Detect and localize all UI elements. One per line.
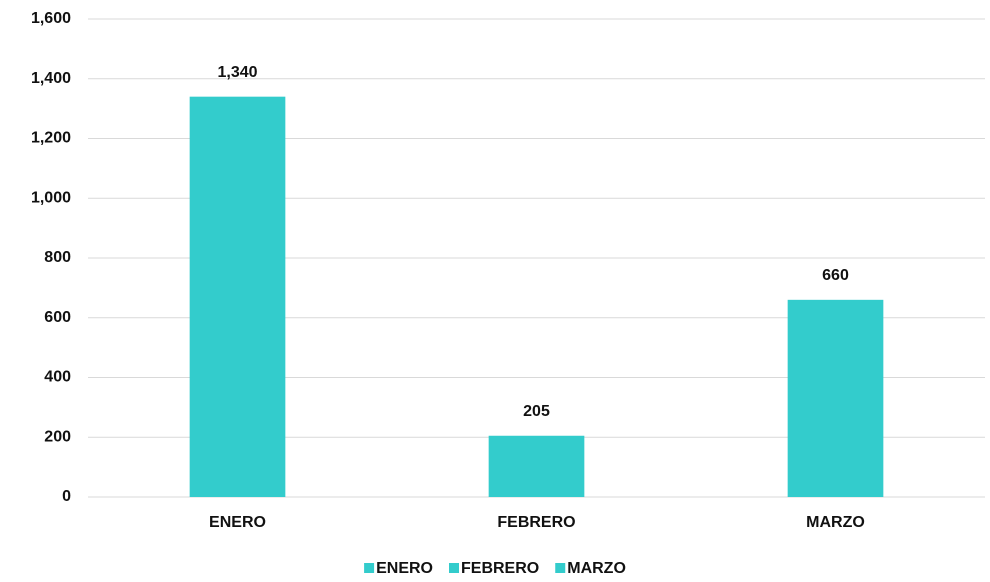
y-tick-label: 0 [62, 488, 71, 505]
data-label: 1,340 [217, 64, 257, 81]
y-tick-label: 200 [44, 428, 71, 445]
data-label: 660 [822, 267, 849, 284]
data-label: 205 [523, 403, 550, 420]
legend-swatch [364, 563, 375, 573]
legend-label: FEBRERO [461, 560, 539, 577]
x-tick-label: MARZO [806, 514, 865, 531]
y-tick-label: 1,000 [31, 189, 71, 206]
legend-swatch [555, 563, 566, 573]
y-tick-label: 1,200 [31, 130, 71, 147]
legend-swatch [449, 563, 460, 573]
y-tick-label: 800 [44, 249, 71, 266]
y-tick-label: 1,400 [31, 70, 71, 87]
legend-label: ENERO [376, 560, 433, 577]
y-tick-label: 600 [44, 309, 71, 326]
x-tick-label: FEBRERO [497, 514, 575, 531]
bar [488, 435, 585, 497]
legend-label: MARZO [567, 560, 626, 577]
x-tick-label: ENERO [209, 514, 266, 531]
bar [189, 96, 286, 498]
bar [787, 299, 884, 497]
y-tick-label: 400 [44, 369, 71, 386]
y-tick-label: 1,600 [31, 10, 71, 27]
